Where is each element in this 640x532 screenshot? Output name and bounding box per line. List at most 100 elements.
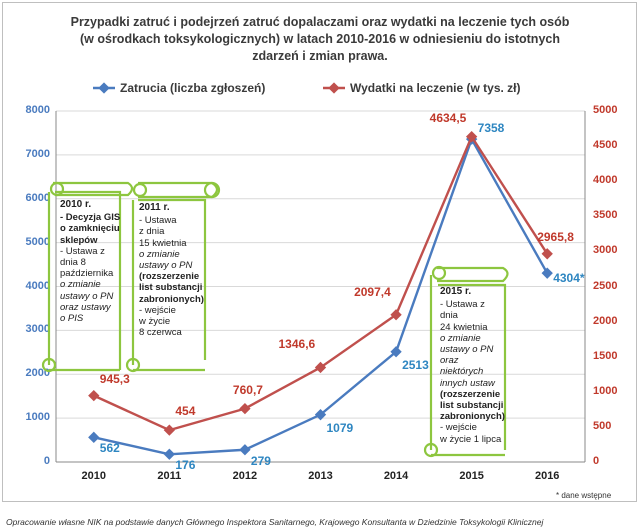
x-tick-2014: 2014 — [383, 470, 409, 482]
note-2015-line: - wejście — [440, 422, 477, 434]
red-label-2013: 1346,6 — [278, 337, 316, 352]
note-2011-curl-bottom — [125, 357, 141, 373]
blue-label-2013: 1079 — [326, 420, 354, 435]
chart-frame — [2, 2, 637, 502]
right-tick-1000: 1000 — [593, 384, 618, 397]
source-note: Opracowanie własne NIK na podstawie dany… — [6, 517, 544, 527]
right-tick-2500: 2500 — [593, 279, 618, 292]
note-2010-line: - Decyzja GIS — [60, 212, 121, 224]
note-2015-line: oraz niektórych — [440, 355, 484, 378]
note-2015-line: zabronionych) — [440, 411, 505, 423]
red-label-2010: 945,3 — [99, 371, 130, 386]
x-tick-2016: 2016 — [534, 470, 560, 482]
note-2015-line: ustawy o PN — [440, 344, 494, 356]
x-tick-2010: 2010 — [81, 470, 107, 482]
note-2015-line: list substancji — [440, 400, 504, 412]
blue-label-2010: 562 — [99, 441, 120, 456]
note-2015-line: o zmianie — [440, 332, 481, 344]
legend-markers — [93, 82, 345, 94]
right-tick-3000: 3000 — [593, 244, 618, 257]
right-tick-4000: 4000 — [593, 174, 618, 187]
note-2010-line: - Ustawa z — [60, 245, 105, 257]
x-tick-2012: 2012 — [232, 470, 258, 482]
red-point-2015 — [465, 131, 478, 143]
chart-title-line-3: zdarzeń i zmian prawa. — [252, 49, 388, 63]
note-2010-heading: 2010 r. — [60, 199, 92, 210]
note-2011-heading: 2011 r. — [139, 202, 170, 213]
note-2011-line: z dnia — [139, 226, 165, 238]
note-2011-line: 15 kwietnia — [139, 237, 187, 249]
blue-point-2013 — [314, 409, 327, 421]
note-2011-line: w życie — [139, 316, 171, 328]
left-tick-3000: 3000 — [25, 323, 50, 336]
left-tick-8000: 8000 — [25, 104, 50, 116]
note-2015-line: innych ustaw — [440, 377, 495, 389]
note-2015-frame — [429, 266, 509, 457]
note-2010-line: o zmianie — [60, 279, 101, 291]
left-tick-7000: 7000 — [25, 147, 50, 160]
blue-label-2011: 176 — [175, 458, 196, 473]
right-tick-0: 0 — [593, 455, 600, 467]
note-2015: 2015 r. - Ustawa z dnia 24 kwietnia o zmian… — [440, 286, 505, 445]
note-2010-curl-bottom — [41, 357, 57, 373]
blue-label-2015: 7358 — [477, 121, 505, 136]
footnote-preliminary: * dane wstępne — [556, 491, 612, 500]
note-2011-line: list substancji — [139, 282, 203, 294]
right-tick-4500: 4500 — [593, 139, 618, 152]
red-point-2014 — [390, 309, 402, 321]
legend-red-label: Wydatki na leczenie (w tys. zł) — [350, 81, 521, 95]
left-tick-2000: 2000 — [25, 367, 50, 380]
right-tick-500: 500 — [593, 419, 612, 432]
red-label-2012: 760,7 — [232, 382, 263, 397]
x-tick-2011: 2011 — [157, 470, 182, 482]
note-2015-curl-bottom — [423, 442, 439, 458]
note-2011: 2011 r. - Ustawa z dnia 15 kwietnia o zmiani… — [139, 202, 204, 339]
note-2011-line: o zmianie — [139, 248, 180, 260]
blue-point-2011 — [163, 448, 176, 460]
x-tick-2013: 2013 — [308, 470, 333, 482]
right-tick-2000: 2000 — [593, 314, 618, 327]
note-2011-line: (rozszerzenie — [139, 271, 200, 283]
note-2011-line: - Ustawa — [139, 215, 177, 227]
red-point-2013 — [314, 361, 327, 374]
blue-label-2014: 2513 — [402, 357, 429, 372]
x-tick-2015: 2015 — [459, 470, 484, 482]
note-2015-curl-top — [431, 265, 447, 281]
note-2011-line: zabronionych) — [139, 293, 204, 305]
right-tick-1500: 1500 — [593, 349, 618, 362]
note-2015-line: 24 kwietnia — [440, 321, 488, 333]
note-2011-line: ustawy o PN — [139, 260, 193, 272]
red-label-2015: 4634,5 — [429, 110, 467, 125]
note-2010-line: dnia 8 — [60, 257, 86, 269]
blue-label-2012: 279 — [250, 453, 271, 468]
note-2011-line: 8 czerwca — [139, 327, 182, 339]
blue-point-2016 — [541, 267, 553, 279]
left-tick-4000: 4000 — [25, 279, 50, 292]
note-2010-line: o PIS — [60, 313, 84, 325]
note-2010-line: ustawy o PN — [60, 290, 114, 302]
left-tick-6000: 6000 — [25, 191, 50, 204]
blue-label-2016: 4304* — [553, 271, 585, 286]
legend-blue-label: Zatrucia (liczba zgłoszeń) — [120, 81, 266, 95]
note-2010-line: października — [60, 268, 114, 280]
note-2011-curl-right — [203, 181, 221, 199]
note-2010-line: o zamknięciu — [60, 223, 120, 235]
left-tick-0: 0 — [43, 455, 50, 467]
left-tick-5000: 5000 — [25, 235, 50, 248]
left-tick-1000: 1000 — [25, 411, 50, 424]
note-2010: 2010 r. - Decyzja GIS o zamknięciu sklepów -… — [60, 199, 122, 324]
blue-point-2014 — [390, 346, 402, 358]
note-2015-line: (rozszerzenie — [440, 388, 501, 400]
note-2011-curl-top — [132, 182, 148, 198]
note-2010-curl-top — [49, 181, 65, 197]
note-2010-line: oraz ustawy — [60, 301, 111, 313]
note-2010-line: sklepów — [60, 234, 98, 246]
note-2015-line: - Ustawa z dnia — [440, 299, 485, 322]
red-point-2012 — [239, 402, 251, 415]
note-2010-frame — [47, 181, 134, 372]
note-2015-heading: 2015 r. — [440, 286, 472, 297]
chart-title-line-1: Przypadki zatruć i podejrzeń zatruć dopa… — [70, 15, 570, 29]
note-2011-line: - wejście — [139, 304, 176, 316]
